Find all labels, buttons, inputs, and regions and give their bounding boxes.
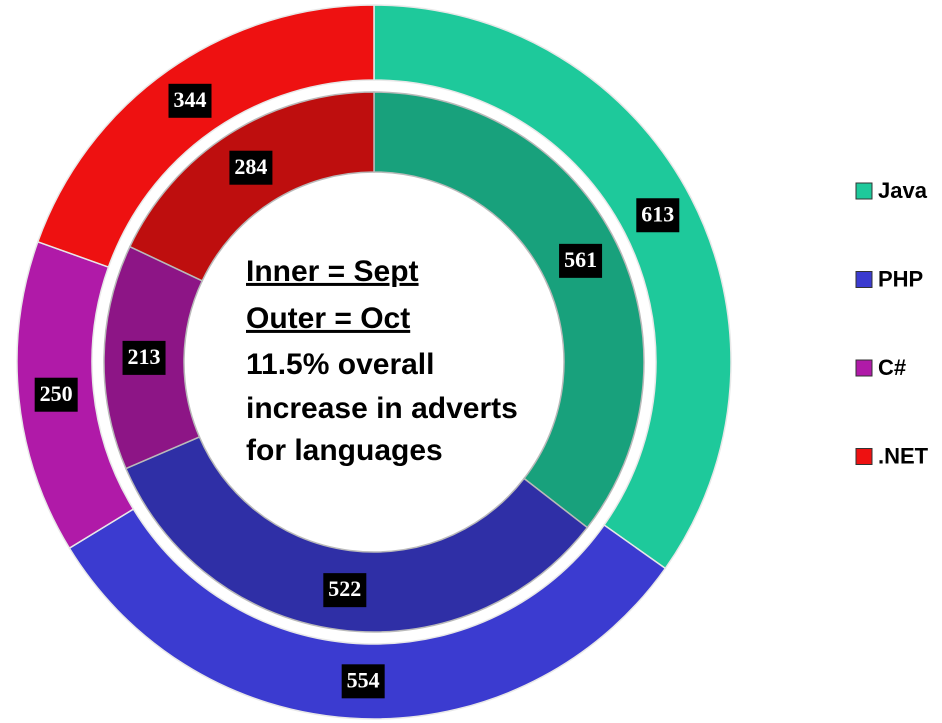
legend-marker: [855, 182, 873, 200]
segment: [68, 508, 667, 720]
data-label: 554: [347, 667, 380, 692]
data-label-bg: [168, 83, 212, 118]
segment: [128, 91, 375, 282]
data-label-bg: [341, 664, 385, 699]
annotation-line: Inner = Sept: [246, 255, 419, 288]
data-label: 613: [641, 201, 674, 226]
legend-label: C#: [878, 355, 906, 380]
data-label: 284: [234, 154, 267, 179]
segment: [36, 4, 375, 269]
annotation-line: Outer = Oct: [246, 302, 410, 335]
data-label-bg: [122, 340, 166, 375]
legend-marker: [855, 448, 873, 465]
segment: [373, 4, 732, 570]
data-label-bg: [229, 150, 273, 185]
legend-marker: [855, 359, 873, 377]
annotation-line: 11.5% overall: [246, 348, 434, 381]
data-label-bg: [323, 573, 367, 608]
annotation: Inner = Sept Outer = Oct 11.5% overall incr…: [246, 255, 518, 467]
annotation-line: increase in adverts: [246, 392, 518, 425]
data-label: 561: [564, 247, 597, 272]
data-label: 213: [128, 344, 161, 369]
legend: Java PHP C# .NET: [855, 178, 929, 468]
labels: 561 522 213 284 613 554 250 344: [34, 83, 680, 699]
data-label-bg: [636, 198, 680, 233]
annotation-line: for languages: [246, 434, 443, 467]
data-label-bg: [559, 243, 603, 278]
segment: [373, 91, 645, 529]
legend-marker: [855, 271, 873, 288]
segment: [124, 435, 589, 633]
data-label: 344: [174, 87, 207, 112]
data-label-bg: [34, 377, 78, 412]
legend-label: .NET: [878, 443, 929, 468]
data-label: 522: [328, 576, 361, 601]
legend-label: Java: [878, 178, 928, 203]
legend-label: PHP: [878, 266, 923, 291]
data-label: 250: [40, 381, 73, 406]
